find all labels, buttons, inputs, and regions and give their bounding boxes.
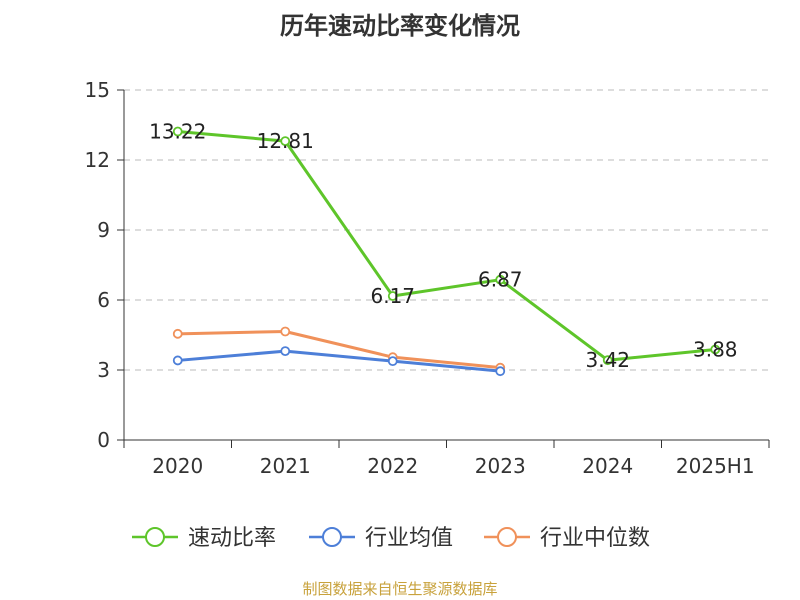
data-point xyxy=(280,136,291,147)
data-point xyxy=(602,355,613,366)
series-line xyxy=(176,130,717,362)
y-tick-label: 6 xyxy=(97,288,110,312)
y-tick-label: 12 xyxy=(85,148,110,172)
data-point xyxy=(710,344,721,355)
legend-marker xyxy=(497,527,517,547)
x-tick-label: 2025H1 xyxy=(676,454,755,478)
data-point xyxy=(495,274,506,285)
series-line xyxy=(176,330,502,370)
y-tick-label: 3 xyxy=(97,358,110,382)
x-tick-label: 2024 xyxy=(582,454,633,478)
legend-marker xyxy=(322,527,342,547)
chart-title: 历年速动比率变化情况 xyxy=(280,12,520,40)
source-note: 制图数据来自恒生聚源数据库 xyxy=(302,580,498,598)
series-lines xyxy=(172,126,721,377)
data-point xyxy=(172,126,183,137)
y-tick-label: 9 xyxy=(97,218,110,242)
data-point xyxy=(172,355,183,366)
legend-label: 行业均值 xyxy=(365,526,453,551)
y-tick-label: 0 xyxy=(97,428,110,452)
data-label: 13.22 xyxy=(149,120,206,144)
data-point xyxy=(387,356,398,367)
x-tick-label: 2023 xyxy=(475,454,526,478)
data-labels: 13.22 12.81 6.17 6.87 3.42 3.88 xyxy=(149,120,737,373)
data-point xyxy=(495,366,506,377)
x-tick-label: 2020 xyxy=(152,454,203,478)
data-label: 6.17 xyxy=(370,284,415,308)
data-label: 3.88 xyxy=(693,337,738,361)
data-point xyxy=(280,346,291,357)
data-point xyxy=(172,328,183,339)
data-label: 6.87 xyxy=(478,268,523,292)
data-label: 12.81 xyxy=(257,129,314,153)
legend-label: 速动比率 xyxy=(188,526,276,551)
legend: 速动比率 行业均值 行业中位数 xyxy=(132,526,650,551)
grid-lines xyxy=(124,89,769,371)
data-point xyxy=(280,326,291,337)
x-tick-label: 2021 xyxy=(260,454,311,478)
series-line xyxy=(176,349,502,373)
y-tick-label: 15 xyxy=(85,78,110,102)
data-label: 3.42 xyxy=(585,348,630,372)
x-tick-label: 2022 xyxy=(367,454,418,478)
data-point xyxy=(387,291,398,301)
legend-label: 行业中位数 xyxy=(540,526,650,551)
axes: 0 3 6 9 12 15 2020 2021 2022 2023 2024 2025H1 xyxy=(85,78,770,478)
legend-marker xyxy=(145,527,165,547)
